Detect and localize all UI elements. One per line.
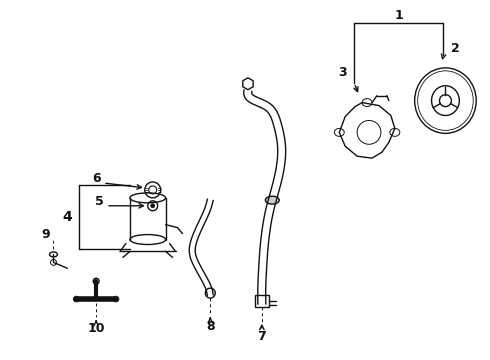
Ellipse shape xyxy=(113,296,119,302)
Circle shape xyxy=(151,204,155,208)
Text: 9: 9 xyxy=(41,228,50,241)
Text: 6: 6 xyxy=(92,171,100,185)
Text: 2: 2 xyxy=(451,41,460,54)
Text: 7: 7 xyxy=(257,330,266,343)
Text: 4: 4 xyxy=(63,210,72,224)
Text: 10: 10 xyxy=(87,322,105,336)
Ellipse shape xyxy=(74,296,79,302)
Text: 5: 5 xyxy=(95,195,103,208)
Text: 8: 8 xyxy=(206,320,215,333)
Text: 3: 3 xyxy=(338,66,346,79)
Ellipse shape xyxy=(266,196,279,204)
Text: 1: 1 xyxy=(394,9,403,22)
